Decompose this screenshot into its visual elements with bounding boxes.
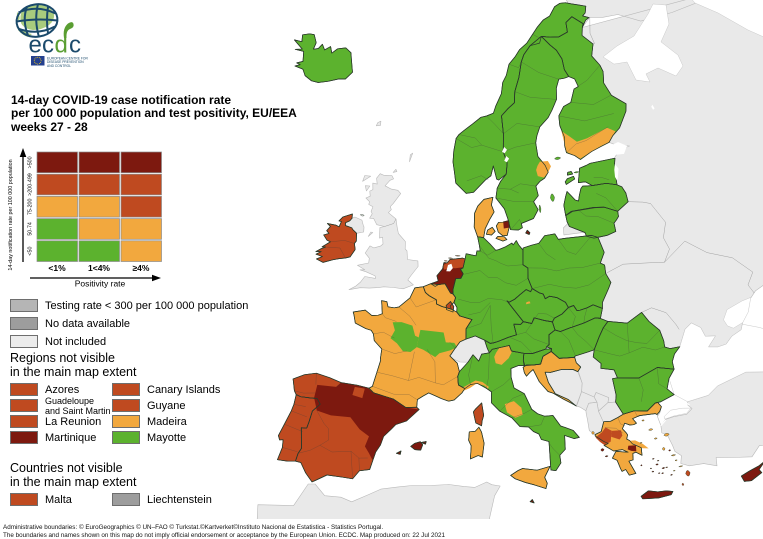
svg-text:d: d <box>55 32 68 59</box>
svg-text:50-74: 50-74 <box>28 222 34 236</box>
svg-text:<1%: <1% <box>48 263 66 273</box>
svg-text:1<4%: 1<4% <box>88 263 110 273</box>
svg-text:>500: >500 <box>28 156 34 168</box>
svg-text:>200-499: >200-499 <box>28 173 34 196</box>
svg-text:AND CONTROL: AND CONTROL <box>47 64 71 68</box>
svg-text:<50: <50 <box>28 247 34 256</box>
svg-text:≥4%: ≥4% <box>133 263 150 273</box>
svg-text:DISEASE PREVENTION: DISEASE PREVENTION <box>47 60 84 64</box>
svg-text:EUROPEAN CENTRE FOR: EUROPEAN CENTRE FOR <box>47 57 88 61</box>
svg-text:e: e <box>29 32 42 59</box>
svg-text:Positivity rate: Positivity rate <box>75 279 126 289</box>
svg-text:75-200: 75-200 <box>28 199 34 216</box>
svg-text:c: c <box>42 32 54 59</box>
svg-text:c: c <box>69 32 81 59</box>
